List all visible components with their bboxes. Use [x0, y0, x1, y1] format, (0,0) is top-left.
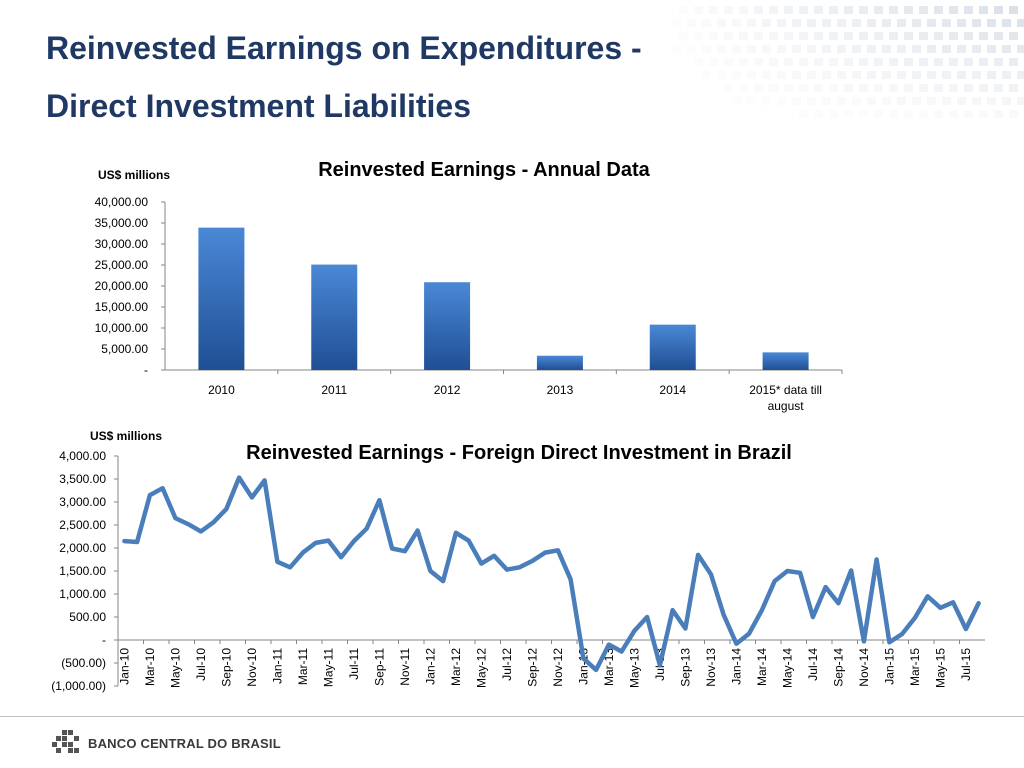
reinvested-earnings-line [122, 475, 981, 673]
line-chart-x-tick-label: Sep-11 [372, 648, 386, 686]
line-chart-x-tick-label: May-10 [168, 648, 182, 688]
line-chart-x-tick-label: Jan-15 [882, 648, 896, 685]
bar-chart-y-tick-label: 15,000.00 [95, 300, 149, 314]
bar-chart-x-tick-label: 2010 [208, 383, 235, 397]
line-chart-y-tick-label: 2,500.00 [59, 518, 106, 532]
bar-chart-y-tick-label: 5,000.00 [101, 342, 148, 356]
line-chart-y-tick-label: 2,000.00 [59, 541, 106, 555]
bar-chart-y-tick-label: 35,000.00 [95, 216, 149, 230]
line-chart-x-tick-label: Nov-12 [551, 648, 565, 687]
annual-bar-chart: Reinvested Earnings - Annual Data US$ mi… [95, 159, 843, 413]
line-chart-x-tick-label: Sep-12 [525, 648, 539, 687]
bar-chart-y-tick-label: - [144, 363, 148, 377]
line-chart-x-tick-label: Jul-14 [806, 648, 820, 681]
line-chart-y-tick-label: 3,500.00 [59, 472, 106, 486]
bar-chart-x-tick-label: 2015* data till [749, 383, 822, 397]
line-chart-y-tick-label: 4,000.00 [59, 449, 106, 463]
bar-2015 [762, 352, 809, 370]
line-chart-y-tick-label: 3,000.00 [59, 495, 106, 509]
line-chart-x-tick-label: Sep-10 [219, 648, 233, 687]
bar-2014 [649, 324, 696, 370]
bar-chart-y-axis-label: US$ millions [98, 168, 170, 182]
line-chart-y-tick-label: (500.00) [61, 656, 106, 670]
line-chart-x-tick-label: Sep-14 [831, 648, 845, 687]
line-chart-x-tick-label: Mar-12 [449, 648, 463, 686]
bar-2013 [536, 355, 583, 370]
line-chart-y-tick-label: - [102, 633, 106, 647]
bar-chart-x-ticks: 2010 2011 2012 2013 2014 2015* data till augus… [208, 370, 843, 413]
line-chart-x-tick-label: Nov-10 [245, 648, 259, 687]
line-chart-y-ticks: (1,000.00) (500.00) - 500.00 1,000.00 1,500.0… [51, 449, 118, 693]
line-chart-x-tick-label: May-11 [321, 648, 335, 687]
line-chart-title: Reinvested Earnings - Foreign Direct Inv… [246, 442, 792, 464]
bar-chart-y-tick-label: 40,000.00 [95, 195, 149, 209]
bar-chart-x-tick-label: august [768, 399, 805, 413]
line-chart-x-tick-label: Jan-14 [729, 648, 743, 685]
line-chart-y-tick-label: 1,500.00 [59, 564, 106, 578]
line-chart-x-tick-label: May-13 [627, 648, 641, 688]
line-chart-x-tick-label: May-12 [474, 648, 488, 688]
line-chart-x-tick-label: Mar-13 [602, 648, 616, 686]
bar-2012 [424, 282, 471, 370]
footer: BANCO CENTRAL DO BRASIL [52, 730, 281, 756]
bar-chart-axes [164, 202, 842, 371]
line-chart-x-tick-label: Jan-13 [576, 648, 590, 685]
bar-chart-y-ticks: - 5,000.00 10,000.00 15,000.00 20,000.00 25,0… [95, 195, 165, 377]
bar-chart-y-tick-label: 10,000.00 [95, 321, 149, 335]
bar-chart-x-tick-label: 2012 [434, 383, 461, 397]
line-chart-x-tick-label: Jul-15 [959, 648, 973, 681]
line-chart-x-tick-label: Sep-13 [678, 648, 692, 687]
line-chart-x-tick-label: Jul-12 [500, 648, 514, 681]
line-chart-x-ticks: Jan-10 Mar-10 May-10 Jul-10 Sep-10 Nov-10 Jan-… [117, 640, 973, 688]
bar-chart-y-tick-label: 25,000.00 [95, 258, 149, 272]
monthly-line-chart: Reinvested Earnings - Foreign Direct Inv… [51, 429, 985, 693]
line-chart-x-tick-label: Mar-11 [296, 648, 310, 685]
footer-logo-text: BANCO CENTRAL DO BRASIL [88, 735, 281, 751]
line-chart-x-tick-label: Nov-11 [398, 648, 412, 686]
line-chart-y-tick-label: 1,000.00 [59, 587, 106, 601]
line-chart-x-tick-label: Mar-10 [143, 648, 157, 686]
bar-2010 [198, 227, 245, 370]
line-chart-x-tick-label: Jul-11 [347, 648, 361, 680]
line-chart-y-axis-label: US$ millions [90, 429, 162, 443]
line-chart-x-tick-label: May-14 [780, 648, 794, 688]
bar-chart-bars [198, 227, 809, 370]
line-chart-x-tick-label: Nov-13 [704, 648, 718, 687]
slide-title-line-1: Reinvested Earnings on Expenditures - [46, 30, 642, 66]
slide-title-line-2: Direct Investment Liabilities [46, 88, 472, 124]
background-pattern [672, 6, 1024, 118]
line-chart-y-tick-label: (1,000.00) [51, 679, 106, 693]
banco-central-logo-icon [52, 730, 79, 753]
bar-chart-title: Reinvested Earnings - Annual Data [318, 159, 650, 181]
line-chart-series [122, 475, 981, 673]
line-chart-x-tick-label: May-15 [933, 648, 947, 688]
line-chart-x-tick-label: Mar-14 [755, 648, 769, 686]
line-chart-x-tick-label: Mar-15 [908, 648, 922, 686]
line-chart-x-tick-label: Jan-12 [423, 648, 437, 685]
line-chart-x-tick-label: Jan-10 [117, 648, 131, 685]
bar-chart-y-tick-label: 30,000.00 [95, 237, 149, 251]
footer-divider [0, 716, 1024, 717]
line-chart-x-tick-label: Jul-10 [194, 648, 208, 681]
line-chart-y-tick-label: 500.00 [69, 610, 106, 624]
bar-chart-x-tick-label: 2014 [659, 383, 686, 397]
line-chart-x-tick-label: Jan-11 [270, 648, 284, 684]
bar-2011 [311, 264, 358, 370]
bar-chart-x-tick-label: 2011 [321, 383, 347, 397]
bar-chart-x-tick-label: 2013 [547, 383, 574, 397]
line-chart-x-tick-label: Nov-14 [857, 648, 871, 687]
bar-chart-y-tick-label: 20,000.00 [95, 279, 149, 293]
